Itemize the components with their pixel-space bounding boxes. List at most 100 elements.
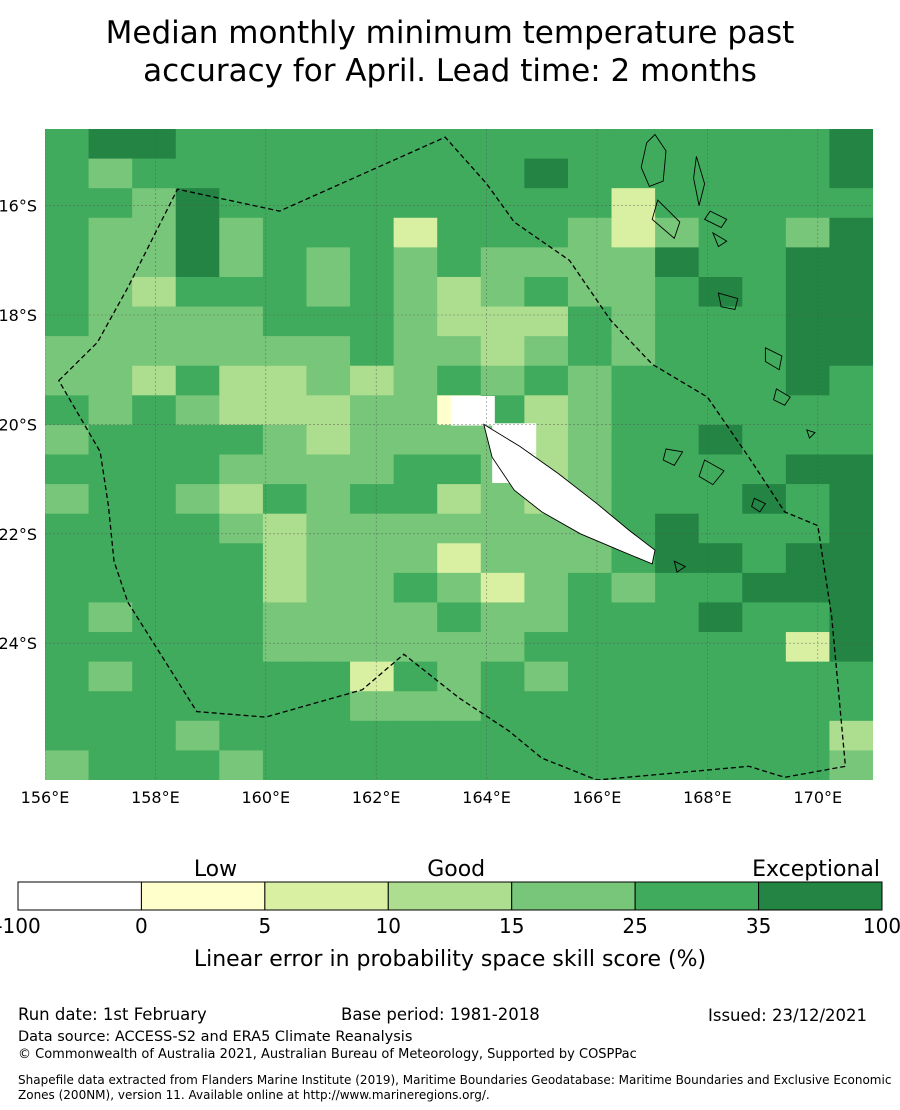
island-outline bbox=[698, 459, 725, 486]
island-outline bbox=[640, 133, 667, 187]
grid-cell bbox=[132, 543, 177, 574]
grid-cell bbox=[262, 336, 308, 367]
run-date: Run date: 1st February bbox=[18, 1005, 207, 1024]
legend-bin bbox=[758, 881, 883, 911]
grid-cell bbox=[437, 306, 482, 337]
grid-cell bbox=[611, 306, 657, 337]
grid-cell bbox=[742, 602, 787, 633]
grid-cell bbox=[132, 217, 177, 248]
grid-cell bbox=[785, 632, 831, 663]
grid-cell bbox=[742, 661, 787, 692]
grid-cell bbox=[480, 543, 526, 574]
grid-cell bbox=[175, 395, 221, 426]
grid-cell bbox=[698, 543, 744, 574]
legend-axis-label: Linear error in probability space skill … bbox=[194, 947, 706, 972]
grid-cell bbox=[829, 691, 873, 722]
grid-cell bbox=[480, 188, 526, 219]
grid-cell bbox=[132, 395, 177, 426]
grid-cell bbox=[524, 247, 569, 278]
grid-cell bbox=[306, 750, 351, 780]
grid-cell bbox=[785, 691, 831, 722]
grid-cell bbox=[480, 247, 526, 278]
grid-cell bbox=[567, 661, 613, 692]
grid-cell bbox=[262, 158, 308, 189]
grid-cell bbox=[829, 129, 873, 160]
grid-cell bbox=[393, 750, 439, 780]
grid-cell bbox=[219, 247, 264, 278]
grid-cell bbox=[829, 247, 873, 278]
legend-bin bbox=[17, 881, 142, 911]
grid-cell bbox=[829, 513, 873, 544]
grid-cell bbox=[88, 602, 134, 633]
grid-cell bbox=[132, 158, 177, 189]
grid-cell bbox=[698, 632, 744, 663]
grid-cell bbox=[262, 129, 308, 160]
grid-cell bbox=[742, 720, 787, 751]
grid-cell bbox=[175, 247, 221, 278]
grid-cell bbox=[175, 336, 221, 367]
grid-cell bbox=[350, 632, 395, 663]
grid-cell bbox=[132, 602, 177, 633]
grid-cell bbox=[524, 691, 569, 722]
grid-cell bbox=[698, 513, 744, 544]
grid-cell bbox=[350, 217, 395, 248]
grid-cell bbox=[655, 217, 700, 248]
grid-cell bbox=[350, 454, 395, 485]
legend-category-label: Good bbox=[427, 857, 485, 882]
grid-cell bbox=[437, 661, 482, 692]
grid-cell bbox=[45, 129, 90, 160]
grid-cell bbox=[785, 513, 831, 544]
grid-cell bbox=[785, 188, 831, 219]
longitude-tick-label: 166°E bbox=[573, 788, 622, 807]
grid-cell bbox=[393, 543, 439, 574]
grid-cell bbox=[655, 513, 700, 544]
grid-cell bbox=[437, 454, 482, 485]
grid-cell bbox=[45, 217, 90, 248]
grid-cell bbox=[611, 484, 657, 515]
grid-cell bbox=[88, 395, 134, 426]
grid-cell bbox=[175, 572, 221, 603]
grid-cell bbox=[393, 276, 439, 308]
grid-cell bbox=[306, 188, 351, 219]
grid-cell bbox=[698, 129, 744, 160]
grid-cell bbox=[132, 691, 177, 722]
grid-cell bbox=[611, 632, 657, 663]
grid-cell bbox=[132, 247, 177, 278]
grid-cell bbox=[132, 365, 177, 396]
grid-cell bbox=[45, 158, 90, 189]
grid-cell bbox=[132, 720, 177, 751]
grid-cell bbox=[219, 365, 264, 396]
grid-cell bbox=[785, 395, 831, 426]
grid-cell bbox=[45, 632, 90, 663]
island-outline bbox=[717, 292, 739, 311]
grid-cell bbox=[393, 395, 439, 426]
legend-tick-label: 5 bbox=[258, 914, 271, 938]
island-outline bbox=[764, 347, 783, 371]
grid-cell bbox=[524, 750, 569, 780]
grid-cell bbox=[785, 365, 831, 396]
grid-cell bbox=[480, 661, 526, 692]
grid-cell bbox=[306, 691, 351, 722]
grid-cell bbox=[88, 750, 134, 780]
longitude-tick-label: 170°E bbox=[793, 788, 842, 807]
grid-cell bbox=[175, 750, 221, 780]
data-source: Data source: ACCESS-S2 and ERA5 Climate … bbox=[18, 1029, 413, 1045]
grid-cell bbox=[655, 632, 700, 663]
grid-cell bbox=[785, 750, 831, 780]
longitude-tick-label: 160°E bbox=[241, 788, 290, 807]
grid-cell bbox=[175, 720, 221, 751]
grid-cell bbox=[350, 424, 395, 455]
grid-cell bbox=[655, 188, 700, 219]
longitude-tick-label: 158°E bbox=[131, 788, 180, 807]
grid-cell bbox=[829, 572, 873, 603]
grid-cell bbox=[175, 188, 221, 219]
grid-cell bbox=[88, 336, 134, 367]
grid-cell bbox=[88, 276, 134, 308]
grid-cell bbox=[655, 336, 700, 367]
grid-cell bbox=[306, 543, 351, 574]
longitude-tick-label: 168°E bbox=[683, 788, 732, 807]
longitude-tick-label: 156°E bbox=[21, 788, 70, 807]
grid-cell bbox=[350, 188, 395, 219]
grid-cell bbox=[350, 750, 395, 780]
grid-cell bbox=[393, 572, 439, 603]
